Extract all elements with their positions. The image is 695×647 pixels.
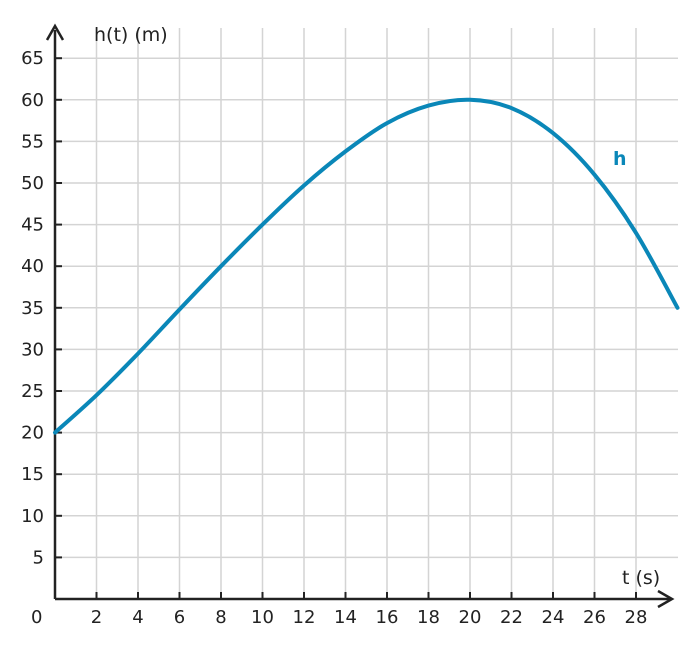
y-tick-label-45: 45: [21, 215, 44, 236]
y-tick-label-35: 35: [21, 298, 44, 319]
y-tick-label-5: 5: [33, 547, 44, 568]
ticks: 2 4 6 8 10 12 14 16 18 20 22 24 26 285101520253035404…: [21, 48, 647, 628]
origin-label: 0: [31, 607, 42, 628]
x-tick-label-24: 24: [542, 607, 565, 628]
y-tick-label-65: 65: [21, 48, 44, 69]
x-tick-label-14: 14: [334, 607, 357, 628]
x-tick-label-18: 18: [417, 607, 440, 628]
h-curve: [53, 97, 680, 435]
y-tick-label-60: 60: [21, 90, 44, 111]
y-tick-label-15: 15: [21, 464, 44, 485]
x-tick-label-6: 6: [174, 607, 185, 628]
y-tick-label-20: 20: [21, 423, 44, 444]
y-tick-label-50: 50: [21, 173, 44, 194]
y-tick-label-55: 55: [21, 131, 44, 152]
y-tick-label-25: 25: [21, 381, 44, 402]
x-tick-label-10: 10: [251, 607, 274, 628]
y-axis-arrow: [45, 23, 65, 41]
x-tick-label-12: 12: [293, 607, 316, 628]
axes: [45, 23, 675, 609]
y-axis-title: h(t) (m): [94, 24, 168, 46]
y-tick-label-40: 40: [21, 256, 44, 277]
x-tick-label-20: 20: [459, 607, 482, 628]
y-tick-label-10: 10: [21, 506, 44, 527]
x-tick-label-22: 22: [500, 607, 523, 628]
x-tick-label-28: 28: [625, 607, 648, 628]
series-label-h: h: [613, 148, 627, 170]
y-tick-label-30: 30: [21, 339, 44, 360]
x-tick-label-2: 2: [91, 607, 102, 628]
x-tick-label-4: 4: [132, 607, 143, 628]
x-tick-label-26: 26: [583, 607, 606, 628]
x-axis-title: t (s): [622, 567, 660, 589]
x-tick-label-16: 16: [376, 607, 399, 628]
x-tick-label-8: 8: [215, 607, 226, 628]
grid: [55, 28, 678, 599]
x-axis-arrow: [657, 589, 675, 609]
